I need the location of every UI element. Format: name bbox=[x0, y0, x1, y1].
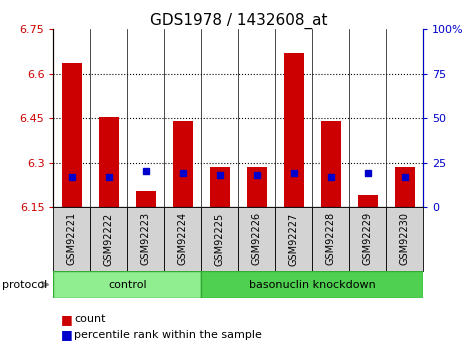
Bar bbox=[210, 167, 230, 207]
Text: GSM92227: GSM92227 bbox=[289, 212, 299, 266]
Bar bbox=[173, 121, 193, 207]
FancyBboxPatch shape bbox=[53, 207, 90, 271]
Text: GSM92224: GSM92224 bbox=[178, 213, 188, 265]
FancyBboxPatch shape bbox=[90, 207, 127, 271]
FancyBboxPatch shape bbox=[239, 207, 275, 271]
Bar bbox=[136, 191, 156, 207]
FancyBboxPatch shape bbox=[312, 207, 349, 271]
Text: GSM92229: GSM92229 bbox=[363, 213, 373, 265]
Title: GDS1978 / 1432608_at: GDS1978 / 1432608_at bbox=[150, 13, 327, 29]
FancyBboxPatch shape bbox=[201, 271, 423, 298]
Text: GSM92221: GSM92221 bbox=[67, 213, 77, 265]
FancyBboxPatch shape bbox=[275, 207, 312, 271]
Text: count: count bbox=[74, 314, 106, 324]
Text: percentile rank within the sample: percentile rank within the sample bbox=[74, 330, 262, 339]
Bar bbox=[246, 167, 267, 207]
Text: control: control bbox=[108, 280, 147, 289]
Bar bbox=[62, 63, 82, 207]
FancyBboxPatch shape bbox=[201, 207, 239, 271]
Bar bbox=[358, 195, 378, 207]
FancyBboxPatch shape bbox=[165, 207, 201, 271]
FancyBboxPatch shape bbox=[386, 207, 423, 271]
Bar bbox=[99, 117, 119, 207]
Bar bbox=[284, 53, 304, 207]
Text: ■: ■ bbox=[60, 313, 72, 326]
Text: protocol: protocol bbox=[2, 280, 47, 289]
Text: GSM92226: GSM92226 bbox=[252, 213, 262, 265]
FancyBboxPatch shape bbox=[349, 207, 386, 271]
Text: GSM92223: GSM92223 bbox=[141, 213, 151, 265]
Text: GSM92222: GSM92222 bbox=[104, 212, 114, 266]
Text: basonuclin knockdown: basonuclin knockdown bbox=[249, 280, 376, 289]
Bar bbox=[394, 167, 415, 207]
FancyBboxPatch shape bbox=[127, 207, 165, 271]
Text: GSM92228: GSM92228 bbox=[326, 213, 336, 265]
Bar bbox=[320, 121, 341, 207]
Text: GSM92225: GSM92225 bbox=[215, 212, 225, 266]
FancyBboxPatch shape bbox=[53, 271, 201, 298]
Text: ■: ■ bbox=[60, 328, 72, 341]
Text: GSM92230: GSM92230 bbox=[399, 213, 410, 265]
